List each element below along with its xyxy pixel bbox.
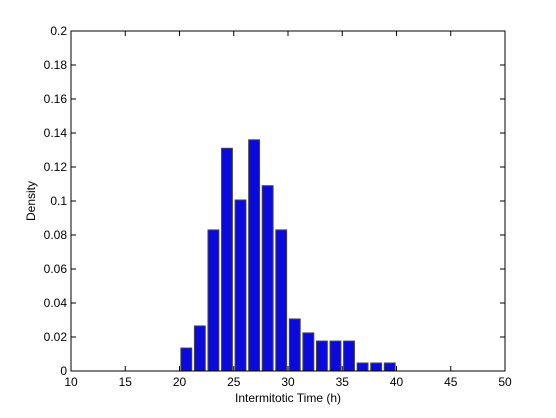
x-axis-label: Intermitotic Time (h) — [235, 391, 341, 405]
bar — [370, 362, 383, 372]
bar — [383, 362, 396, 372]
x-tick-label: 25 — [227, 375, 241, 389]
y-tick-label: 0.02 — [44, 330, 68, 344]
y-tick-label: 0 — [60, 364, 67, 378]
y-tick-label: 0.12 — [44, 160, 68, 174]
y-tick-label: 0.14 — [44, 126, 68, 140]
x-tick-label: 35 — [336, 375, 350, 389]
y-tick-label: 0.08 — [44, 228, 68, 242]
bar — [275, 229, 288, 372]
x-tick-label: 15 — [119, 375, 133, 389]
y-tick-label: 0.18 — [44, 58, 68, 72]
y-tick-label: 0.06 — [44, 262, 68, 276]
x-tick-label: 40 — [390, 375, 404, 389]
x-tick-label: 50 — [498, 375, 512, 389]
bar — [234, 199, 247, 372]
bar — [261, 185, 274, 372]
y-tick-label: 0.04 — [44, 296, 68, 310]
bar — [315, 340, 328, 372]
y-axis-label: Density — [24, 181, 38, 221]
plot-frame — [70, 30, 506, 372]
x-tick-label: 45 — [444, 375, 458, 389]
bar — [343, 340, 355, 372]
y-tick-label: 0.16 — [44, 92, 68, 106]
x-tick-label: 30 — [281, 375, 295, 389]
bar — [288, 318, 301, 372]
bar — [248, 139, 261, 372]
bar — [302, 332, 315, 372]
y-tick-label: 0.1 — [50, 194, 67, 208]
bar — [329, 340, 342, 372]
x-tick-label: 20 — [173, 375, 187, 389]
bar — [207, 229, 220, 372]
x-tick-label: 10 — [64, 375, 78, 389]
bar — [180, 347, 193, 372]
y-tick-label: 0.2 — [50, 24, 67, 38]
bar — [193, 325, 206, 372]
bar — [356, 362, 369, 372]
bar — [221, 147, 233, 372]
